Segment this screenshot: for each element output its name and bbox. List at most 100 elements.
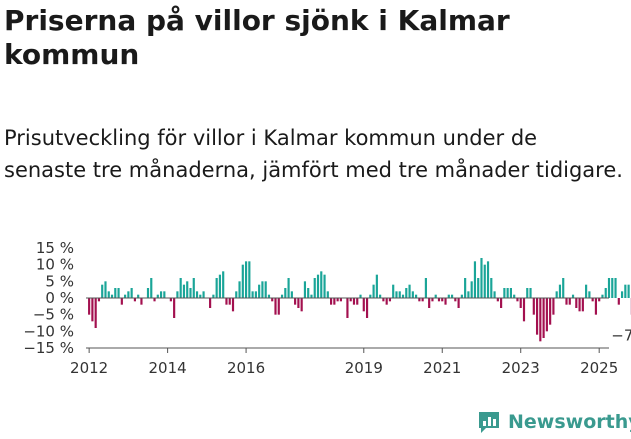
bar	[493, 291, 496, 298]
bar	[225, 298, 228, 305]
bar	[434, 294, 437, 298]
bar	[431, 298, 434, 302]
bar	[274, 298, 277, 315]
bar	[545, 298, 548, 332]
bar	[313, 278, 316, 298]
bar	[215, 278, 218, 298]
bar	[107, 291, 110, 298]
bar	[601, 294, 604, 298]
bar	[212, 294, 215, 298]
bar	[339, 298, 342, 302]
bar	[186, 281, 189, 298]
bar	[532, 298, 535, 315]
bar	[500, 298, 503, 308]
bar	[607, 278, 611, 298]
bar	[94, 298, 97, 328]
x-tick-label: 2025	[580, 359, 618, 377]
bar	[352, 298, 356, 305]
x-tick-label: 2016	[227, 359, 265, 377]
bar	[421, 298, 424, 302]
bar	[558, 284, 562, 298]
bar	[365, 298, 369, 318]
bar	[127, 291, 130, 298]
bar	[300, 298, 303, 312]
x-axis-ticks: 2012 2014 2016 2019 2021 2023 2025	[70, 348, 618, 377]
bar	[519, 298, 522, 308]
x-tick-label: 2014	[149, 359, 187, 377]
newsworthy-logo[interactable]: Newsworthy	[476, 408, 631, 436]
bar	[320, 271, 323, 298]
x-tick-label: 2012	[70, 359, 108, 377]
bar	[568, 298, 571, 305]
bar	[117, 288, 120, 298]
bar	[133, 298, 136, 302]
bar	[578, 298, 581, 312]
bar	[359, 294, 362, 298]
bar	[437, 298, 441, 302]
bar	[539, 298, 542, 342]
bar	[189, 288, 192, 298]
bar	[248, 261, 251, 298]
bar	[418, 298, 421, 302]
bar	[179, 278, 182, 298]
bar	[146, 288, 150, 298]
newsworthy-logo-icon	[479, 412, 499, 433]
bar	[231, 298, 235, 312]
bar	[585, 284, 588, 298]
chart-title: Priserna på villor sjönk i Kalmar kommun	[4, 4, 510, 71]
bar	[336, 298, 339, 302]
bar	[244, 261, 248, 298]
bar	[228, 298, 231, 305]
bar	[447, 294, 450, 298]
bar	[356, 298, 359, 305]
bar	[591, 298, 594, 302]
bar	[294, 298, 297, 305]
bars	[88, 258, 631, 342]
bar	[104, 281, 107, 298]
y-tick-label: 10 %	[36, 256, 74, 274]
bar	[97, 298, 101, 302]
bar	[388, 298, 392, 302]
bar	[195, 291, 199, 298]
bar	[218, 274, 222, 298]
bar	[297, 298, 300, 308]
annotation: −7 %	[611, 326, 631, 344]
bar	[477, 278, 480, 298]
bar	[277, 298, 280, 315]
chart-subtitle: Prisutveckling för villor i Kalmar kommu…	[4, 126, 623, 182]
bar	[405, 288, 408, 298]
bar	[411, 291, 414, 298]
bar	[581, 298, 584, 312]
bar	[182, 284, 186, 298]
bar	[614, 278, 617, 298]
bar	[235, 291, 238, 298]
bar	[346, 298, 349, 318]
y-tick-label: 0 %	[45, 289, 74, 307]
bar	[441, 298, 444, 302]
bar	[120, 298, 123, 305]
bar	[241, 264, 244, 298]
x-tick-label: 2021	[423, 359, 461, 377]
bar	[238, 281, 241, 298]
bar	[522, 298, 526, 322]
bar	[369, 294, 372, 298]
bar	[424, 278, 427, 298]
y-tick-label: 15 %	[36, 239, 74, 257]
bar	[140, 298, 143, 305]
bar	[617, 298, 620, 305]
bar	[398, 291, 401, 298]
bar	[222, 271, 225, 298]
bar	[209, 298, 212, 308]
bar	[555, 291, 558, 298]
y-tick-label: −5 %	[33, 306, 74, 324]
bar	[258, 284, 261, 298]
bar	[124, 294, 127, 298]
bar	[173, 298, 176, 318]
bar	[385, 298, 388, 305]
bar	[486, 261, 490, 298]
bar	[444, 298, 447, 305]
annotation-label: −7 %	[611, 326, 631, 344]
bar	[307, 288, 310, 298]
bar	[192, 278, 195, 298]
bar	[316, 274, 320, 298]
